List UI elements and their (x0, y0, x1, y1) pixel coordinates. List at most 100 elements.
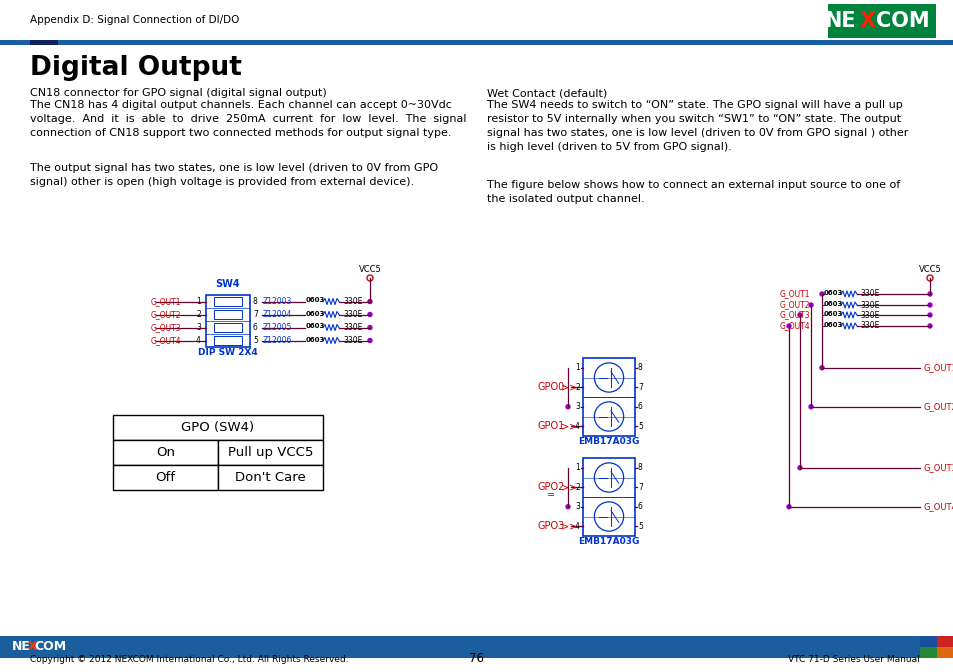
Bar (213, 310, 242, 319)
Circle shape (594, 502, 623, 531)
Text: DIP SW 2X4: DIP SW 2X4 (198, 348, 257, 357)
Circle shape (368, 325, 372, 329)
Text: G_OUT3: G_OUT3 (151, 323, 181, 332)
Bar (582, 358, 635, 436)
Text: 0603: 0603 (823, 301, 842, 307)
Text: 7: 7 (638, 482, 642, 492)
Circle shape (797, 466, 801, 470)
Text: 0603: 0603 (306, 298, 325, 304)
Text: 330E: 330E (343, 297, 362, 306)
Text: 330E: 330E (859, 321, 879, 331)
Bar (827, 4, 935, 38)
Text: 0603: 0603 (823, 322, 842, 328)
Text: 330E: 330E (859, 310, 879, 319)
Text: =: = (546, 491, 555, 500)
Text: 8: 8 (638, 463, 642, 472)
Circle shape (594, 463, 623, 492)
Text: 6: 6 (253, 323, 257, 332)
Text: CN18 connector for GPO signal (digital signal output): CN18 connector for GPO signal (digital s… (30, 88, 327, 98)
Text: 1: 1 (575, 463, 579, 472)
Bar (936, 636, 953, 647)
Text: >>: >> (560, 382, 577, 392)
Circle shape (808, 303, 812, 307)
Text: G_OUT4: G_OUT4 (780, 321, 810, 331)
Bar (582, 458, 635, 536)
Text: 7: 7 (638, 383, 642, 392)
Text: Z12005: Z12005 (263, 323, 292, 332)
Text: >>: >> (560, 421, 577, 431)
Text: 1: 1 (196, 297, 201, 306)
Text: On: On (156, 446, 174, 459)
Text: G_OUT3: G_OUT3 (780, 310, 810, 319)
Circle shape (927, 324, 931, 328)
Text: 3: 3 (196, 323, 201, 332)
Text: 330E: 330E (859, 300, 879, 310)
Bar (30, 40, 58, 45)
Bar (112, 415, 323, 440)
Circle shape (368, 312, 372, 317)
Text: 2: 2 (575, 482, 579, 492)
Text: 330E: 330E (343, 310, 362, 319)
Text: 76: 76 (469, 653, 484, 665)
Text: 4: 4 (196, 336, 201, 345)
Bar (919, 647, 936, 658)
Text: 8: 8 (638, 364, 642, 372)
Text: 0603: 0603 (823, 311, 842, 317)
Text: The output signal has two states, one is low level (driven to 0V from GPO
signal: The output signal has two states, one is… (30, 163, 437, 187)
Text: Wet Contact (default): Wet Contact (default) (486, 88, 607, 98)
Text: G_OUT1: G_OUT1 (780, 290, 810, 298)
Text: X: X (28, 640, 37, 653)
Bar (218, 440, 323, 465)
Text: Z12006: Z12006 (263, 336, 292, 345)
Text: COM: COM (34, 640, 66, 653)
Text: 6: 6 (638, 502, 642, 511)
Text: 2: 2 (575, 383, 579, 392)
Text: 1: 1 (575, 364, 579, 372)
Text: 5: 5 (638, 422, 642, 431)
Circle shape (368, 300, 372, 304)
Bar (218, 465, 323, 490)
Text: G_OUT1: G_OUT1 (923, 364, 953, 372)
Text: EMB17A03G: EMB17A03G (578, 437, 639, 446)
Text: Digital Output: Digital Output (30, 55, 242, 81)
Circle shape (927, 292, 931, 296)
Text: G_OUT4: G_OUT4 (923, 502, 953, 511)
Circle shape (786, 505, 790, 509)
Text: VTC 71-D Series User Manual: VTC 71-D Series User Manual (787, 655, 919, 663)
Text: G_OUT2: G_OUT2 (780, 300, 810, 310)
Bar (936, 647, 953, 658)
Text: X: X (859, 11, 875, 31)
Text: Don't Care: Don't Care (234, 471, 306, 484)
Bar (213, 297, 242, 306)
Text: The SW4 needs to switch to “ON” state. The GPO signal will have a pull up
resist: The SW4 needs to switch to “ON” state. T… (486, 100, 907, 152)
Bar (919, 636, 936, 647)
Circle shape (808, 405, 812, 409)
Text: 7: 7 (253, 310, 257, 319)
Text: 3: 3 (575, 403, 579, 411)
Text: 330E: 330E (343, 336, 362, 345)
Text: Copyright © 2012 NEXCOM International Co., Ltd. All Rights Reserved.: Copyright © 2012 NEXCOM International Co… (30, 655, 348, 663)
Circle shape (594, 402, 623, 431)
Text: 0603: 0603 (306, 310, 325, 317)
Text: GPO (SW4): GPO (SW4) (181, 421, 254, 434)
Text: G_OUT4: G_OUT4 (151, 336, 181, 345)
Circle shape (565, 505, 569, 509)
Text: NE: NE (823, 11, 855, 31)
Text: GPO1: GPO1 (537, 421, 565, 431)
Text: 4: 4 (575, 422, 579, 431)
Circle shape (594, 363, 623, 392)
Text: 0603: 0603 (306, 337, 325, 343)
Text: Appendix D: Signal Connection of DI/DO: Appendix D: Signal Connection of DI/DO (30, 15, 239, 25)
Circle shape (820, 366, 823, 370)
Text: 4: 4 (575, 521, 579, 531)
Text: G_OUT1: G_OUT1 (151, 297, 181, 306)
Bar (112, 465, 218, 490)
Text: Z12003: Z12003 (263, 297, 292, 306)
Text: NE: NE (12, 640, 30, 653)
Circle shape (797, 313, 801, 317)
Text: COM: COM (875, 11, 928, 31)
Circle shape (786, 324, 790, 328)
Text: G_OUT2: G_OUT2 (151, 310, 181, 319)
Bar (0, 636, 953, 658)
Text: The figure below shows how to connect an external input source to one of
the iso: The figure below shows how to connect an… (486, 180, 900, 204)
